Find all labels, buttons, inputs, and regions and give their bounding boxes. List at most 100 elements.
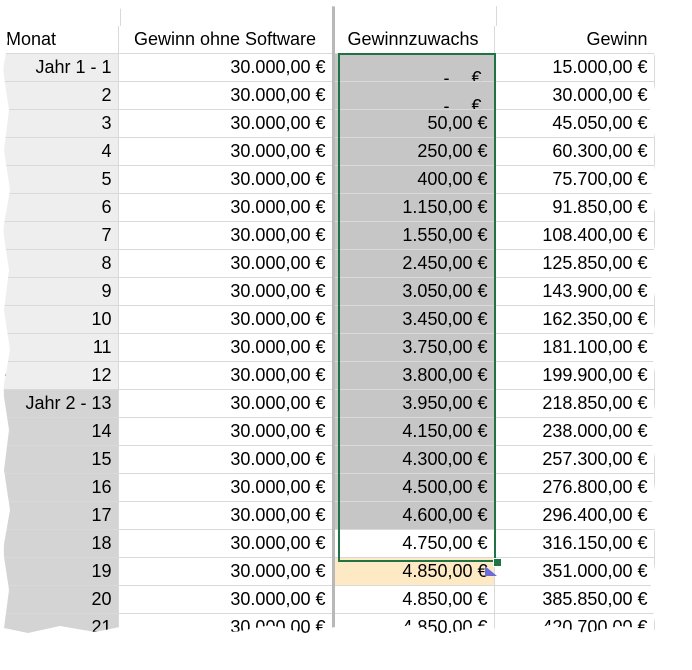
cell-gewinn-ohne-software[interactable]: 30.000,00 € [118, 529, 333, 558]
cell-gewinnzuwachs[interactable]: 4.500,00 € [332, 473, 495, 502]
cell-gewinnzuwachs[interactable]: 4.600,00 € [332, 501, 495, 530]
cell-monat[interactable]: 20 [4, 585, 119, 614]
cell-gewinn-ohne-software[interactable]: 30.000,00 € [118, 109, 333, 138]
cell-gewinn[interactable]: 296.400,00 € [494, 501, 655, 530]
cell-gewinnzuwachs[interactable]: 250,00 € [332, 137, 495, 166]
currency-symbol: € [471, 67, 482, 82]
cell-monat[interactable]: 4 [4, 137, 119, 166]
cell-gewinn[interactable]: 162.350,00 € [494, 305, 655, 334]
cell-gewinn[interactable]: 45.050,00 € [494, 109, 655, 138]
table-row: 4 30.000,00 €250,00 €60.300,00 € [4, 137, 655, 166]
cell-gewinnzuwachs[interactable]: 4.850,00 € [332, 613, 495, 636]
cell-gewinn-ohne-software[interactable]: 30.000,00 € [118, 193, 333, 222]
cell-gewinn-ohne-software[interactable]: 30.000,00 € [118, 81, 333, 110]
cell-monat[interactable]: 10 [4, 305, 119, 334]
cell-gewinnzuwachs[interactable]: 1.550,00 € [332, 221, 495, 250]
cell-monat[interactable]: 18 [4, 529, 119, 558]
cell-gewinn[interactable]: 351.000,00 € [494, 557, 655, 586]
cell-gewinn-ohne-software[interactable]: 30.000,00 € [118, 137, 333, 166]
cell-gewinn-ohne-software[interactable]: 30.000,00 € [118, 249, 333, 278]
table-row: 19 30.000,00 €4.850,00 €351.000,00 € [4, 557, 655, 586]
header-gewinnzuwachs[interactable]: Gewinnzuwachs [332, 26, 495, 54]
cell-gewinnzuwachs[interactable]: 3.750,00 € [332, 333, 495, 362]
cell-gewinn-ohne-software[interactable]: 30.000,00 € [118, 277, 333, 306]
cell-gewinnzuwachs[interactable]: 1.150,00 € [332, 193, 495, 222]
table-row: 16 30.000,00 €4.500,00 €276.800,00 € [4, 473, 655, 502]
cell-monat[interactable]: 9 [4, 277, 119, 306]
cell-monat[interactable]: 12 [4, 361, 119, 390]
cell-gewinn[interactable]: 199.900,00 € [494, 361, 655, 390]
cell-gewinn[interactable]: 125.850,00 € [494, 249, 655, 278]
cell-gewinnzuwachs[interactable]: 2.450,00 € [332, 249, 495, 278]
cell-gewinnzuwachs[interactable]: 50,00 € [332, 109, 495, 138]
cell-gewinnzuwachs[interactable]: 3.050,00 € [332, 277, 495, 306]
cell-monat[interactable]: Jahr 2 - 13 [4, 389, 119, 418]
cell-gewinn-ohne-software[interactable]: 30.000,00 € [118, 53, 333, 82]
cell-gewinn[interactable]: 30.000,00 € [494, 81, 655, 110]
spreadsheet-grid: Monat Gewinn ohne Software Gewinnzuwachs… [4, 26, 655, 636]
header-row: Monat Gewinn ohne Software Gewinnzuwachs… [4, 26, 655, 54]
cell-gewinn[interactable]: 143.900,00 € [494, 277, 655, 306]
cell-gewinnzuwachs[interactable]: 400,00 € [332, 165, 495, 194]
table-row: 7 30.000,00 €1.550,00 €108.400,00 € [4, 221, 655, 250]
table-row: 8 30.000,00 €2.450,00 €125.850,00 € [4, 249, 655, 278]
cell-monat[interactable]: 3 [4, 109, 119, 138]
cell-monat[interactable]: 21 [4, 613, 119, 636]
cell-gewinnzuwachs[interactable]: - € [332, 53, 495, 82]
cell-gewinn[interactable]: 75.700,00 € [494, 165, 655, 194]
cell-gewinn-ohne-software[interactable]: 30.000,00 € [118, 445, 333, 474]
cell-gewinn[interactable]: 60.300,00 € [494, 137, 655, 166]
cell-gewinn[interactable]: 420.700,00 € [494, 613, 655, 636]
cell-monat[interactable]: 14 [4, 417, 119, 446]
header-gewinn[interactable]: Gewinn [494, 26, 655, 54]
cell-gewinnzuwachs[interactable]: 3.450,00 € [332, 305, 495, 334]
cell-gewinn-ohne-software[interactable]: 30.000,00 € [118, 417, 333, 446]
cell-monat[interactable]: Jahr 1 - 1 [4, 53, 119, 82]
header-monat[interactable]: Monat [4, 26, 119, 54]
cell-gewinn[interactable]: 257.300,00 € [494, 445, 655, 474]
cell-gewinn[interactable]: 108.400,00 € [494, 221, 655, 250]
cell-gewinn[interactable]: 181.100,00 € [494, 333, 655, 362]
cell-monat[interactable]: 16 [4, 473, 119, 502]
cell-monat[interactable]: 19 [4, 557, 119, 586]
autofill-options-icon[interactable] [484, 565, 498, 577]
cell-monat[interactable]: 7 [4, 221, 119, 250]
cell-gewinn[interactable]: 238.000,00 € [494, 417, 655, 446]
spreadsheet-window: Monat Gewinn ohne Software Gewinnzuwachs… [4, 4, 658, 636]
cell-gewinn[interactable]: 316.150,00 € [494, 529, 655, 558]
cell-gewinn[interactable]: 276.800,00 € [494, 473, 655, 502]
cell-gewinn-ohne-software[interactable]: 30.000,00 € [118, 389, 333, 418]
cell-monat[interactable]: 15 [4, 445, 119, 474]
cell-monat[interactable]: 11 [4, 333, 119, 362]
cell-gewinnzuwachs[interactable]: 3.950,00 € [332, 389, 495, 418]
cell-gewinn[interactable]: 91.850,00 € [494, 193, 655, 222]
cell-gewinn[interactable]: 385.850,00 € [494, 585, 655, 614]
table-row: 2 30.000,00 € - €30.000,00 € [4, 81, 655, 110]
cell-gewinn-ohne-software[interactable]: 30.000,00 € [118, 305, 333, 334]
header-gewinn-ohne-software[interactable]: Gewinn ohne Software [118, 26, 333, 54]
cell-monat[interactable]: 5 [4, 165, 119, 194]
cell-gewinn-ohne-software[interactable]: 30.000,00 € [118, 557, 333, 586]
cell-gewinn[interactable]: 218.850,00 € [494, 389, 655, 418]
freeze-pane-divider[interactable] [332, 4, 335, 636]
cell-gewinnzuwachs[interactable]: 4.850,00 € [332, 557, 495, 586]
cell-gewinn-ohne-software[interactable]: 30.000,00 € [118, 501, 333, 530]
cell-gewinn-ohne-software[interactable]: 30.000,00 € [118, 473, 333, 502]
cell-gewinnzuwachs[interactable]: 4.150,00 € [332, 417, 495, 446]
cell-gewinn-ohne-software[interactable]: 30.000,00 € [118, 221, 333, 250]
cell-gewinn-ohne-software[interactable]: 30.000,00 € [118, 333, 333, 362]
cell-monat[interactable]: 2 [4, 81, 119, 110]
cell-gewinn-ohne-software[interactable]: 30.000,00 € [118, 585, 333, 614]
cell-monat[interactable]: 17 [4, 501, 119, 530]
cell-gewinnzuwachs[interactable]: - € [332, 81, 495, 110]
cell-gewinnzuwachs[interactable]: 3.800,00 € [332, 361, 495, 390]
cell-gewinn-ohne-software[interactable]: 30.000,00 € [118, 165, 333, 194]
cell-monat[interactable]: 8 [4, 249, 119, 278]
cell-gewinn[interactable]: 15.000,00 € [494, 53, 655, 82]
cell-monat[interactable]: 6 [4, 193, 119, 222]
cell-gewinn-ohne-software[interactable]: 30.000,00 € [118, 361, 333, 390]
cell-gewinn-ohne-software[interactable]: 30.000,00 € [118, 613, 333, 636]
cell-gewinnzuwachs[interactable]: 4.750,00 € [332, 529, 495, 558]
cell-gewinnzuwachs[interactable]: 4.300,00 € [332, 445, 495, 474]
cell-gewinnzuwachs[interactable]: 4.850,00 € [332, 585, 495, 614]
